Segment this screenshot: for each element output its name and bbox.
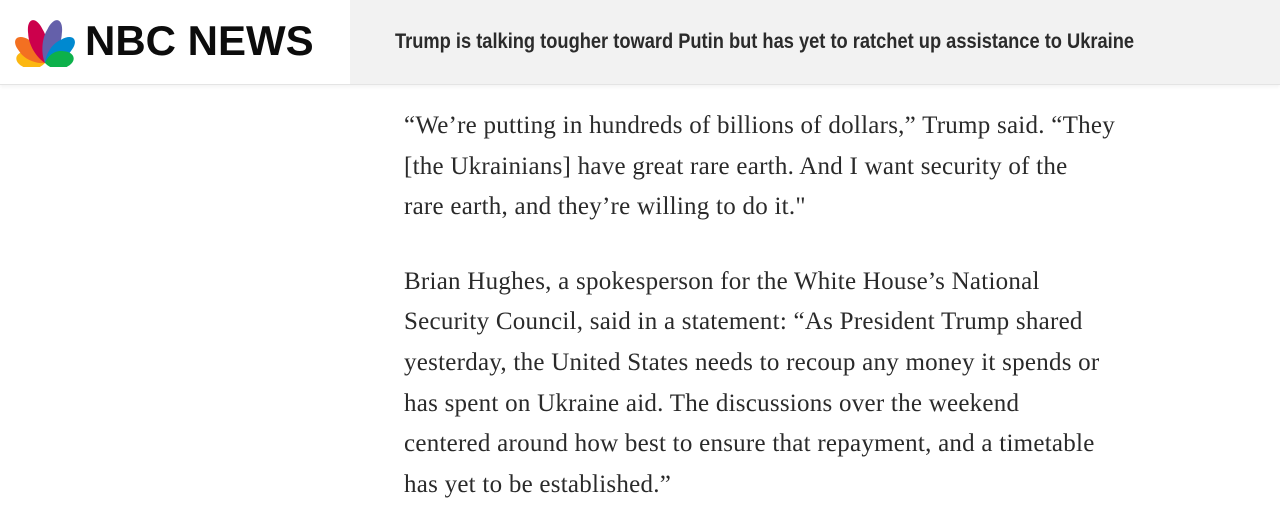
brand-wordmark: NBC NEWS bbox=[85, 16, 314, 64]
nbc-peacock-icon bbox=[15, 20, 75, 67]
text-line: has spent on Ukraine aid. The discussion… bbox=[404, 389, 1020, 417]
text-line: has yet to be established.” bbox=[404, 470, 672, 498]
article-body: “We’re putting in hundreds of billions o… bbox=[0, 85, 1280, 505]
article-paragraph-2: Brian Hughes, a spokesperson for the Whi… bbox=[404, 262, 1280, 506]
peacock-feather-green bbox=[45, 51, 74, 67]
site-header: NBC NEWS Trump is talking tougher toward… bbox=[0, 0, 1280, 85]
peacock-feather-orange bbox=[15, 37, 45, 64]
text-line: Brian Hughes, a spokesperson for the Whi… bbox=[404, 267, 1040, 295]
text-line: rare earth, and they’re willing to do it… bbox=[404, 193, 806, 221]
text-line: Security Council, said in a statement: “… bbox=[404, 308, 1083, 336]
nbc-news-logo[interactable]: NBC NEWS bbox=[0, 0, 350, 84]
text-line: “We’re putting in hundreds of billions o… bbox=[404, 112, 1115, 139]
sticky-headline-band: Trump is talking tougher toward Putin bu… bbox=[350, 0, 1280, 84]
text-line: centered around how best to ensure that … bbox=[404, 430, 1095, 458]
text-line: yesterday, the United States needs to re… bbox=[404, 348, 1100, 376]
article-paragraph-1: “We’re putting in hundreds of billions o… bbox=[404, 106, 1280, 228]
article-headline: Trump is talking tougher toward Putin bu… bbox=[395, 30, 1135, 53]
text-line: [the Ukrainians] have great rare earth. … bbox=[404, 152, 1068, 180]
peacock-feather-purple bbox=[42, 20, 63, 63]
